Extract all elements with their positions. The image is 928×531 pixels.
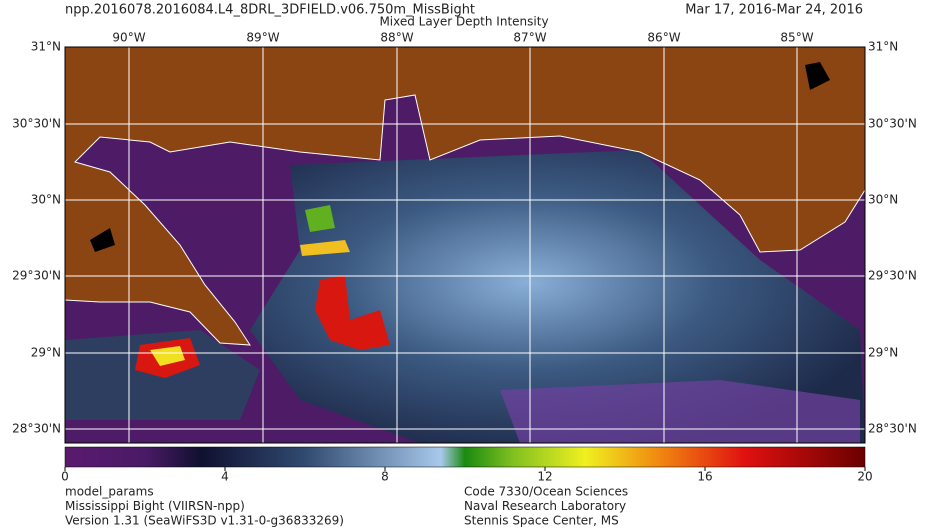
colorbar-tick-label: 4	[221, 470, 229, 484]
colorbar-tick-label: 0	[61, 470, 69, 484]
lon-label: 89°W	[246, 31, 279, 45]
lon-label: 85°W	[780, 31, 813, 45]
lat-label: 30°30'N	[868, 117, 917, 131]
lat-label: 31°N	[868, 40, 898, 54]
subtitle: Mixed Layer Depth Intensity	[379, 15, 548, 29]
lon-label: 88°W	[380, 31, 413, 45]
mid-intensity	[305, 205, 335, 232]
footer-text: Code 7330/Ocean Sciences	[464, 485, 628, 499]
lat-label: 30°30'N	[12, 117, 61, 131]
footer-text: Version 1.31 (SeaWiFS3D v1.31-0-g3683326…	[65, 514, 344, 528]
map	[65, 47, 865, 443]
mid-intensity	[300, 240, 350, 256]
lat-label: 31°N	[31, 40, 61, 54]
lon-label: 90°W	[112, 31, 145, 45]
high-intensity	[315, 275, 390, 350]
lake	[90, 228, 115, 252]
colorbar	[64, 446, 866, 468]
lon-label: 86°W	[647, 31, 680, 45]
footer-text: Naval Research Laboratory	[464, 499, 626, 513]
lon-label: 87°W	[513, 31, 546, 45]
graticule	[65, 47, 865, 443]
colorbar-tick-label: 16	[697, 470, 712, 484]
colorbar-tick-label: 8	[381, 470, 389, 484]
high-intensity	[150, 346, 185, 366]
title: npp.2016078.2016084.L4_8DRL_3DFIELD.v06.…	[65, 3, 475, 18]
lat-label: 30°N	[31, 193, 61, 207]
colorbar-ticks: 0 4 8 12 16 20	[61, 467, 873, 484]
map-frame	[64, 46, 866, 444]
lat-label: 29°N	[868, 346, 898, 360]
map-labels: 90°W 89°W 88°W 87°W 86°W 85°W 31°N 31°N 30°30'N 3…	[12, 31, 917, 436]
lat-label: 29°30'N	[868, 269, 917, 283]
colorbar-tick-label: 20	[857, 470, 872, 484]
lat-label: 28°30'N	[12, 422, 61, 436]
footer-text: model_params	[65, 485, 154, 499]
land	[65, 47, 865, 346]
lat-label: 29°30'N	[12, 269, 61, 283]
date-range: Mar 17, 2016-Mar 24, 2016	[685, 3, 863, 18]
shelf-water	[250, 150, 865, 443]
lat-label: 29°N	[31, 346, 61, 360]
lat-label: 28°30'N	[868, 422, 917, 436]
deep-water	[500, 380, 860, 443]
lat-label: 30°N	[868, 193, 898, 207]
footer-text: Mississippi Bight (VIIRSN-npp)	[65, 499, 245, 513]
lake	[805, 62, 830, 90]
colorbar-tick-label: 12	[537, 470, 552, 484]
footer-text: Stennis Space Center, MS	[464, 514, 619, 528]
